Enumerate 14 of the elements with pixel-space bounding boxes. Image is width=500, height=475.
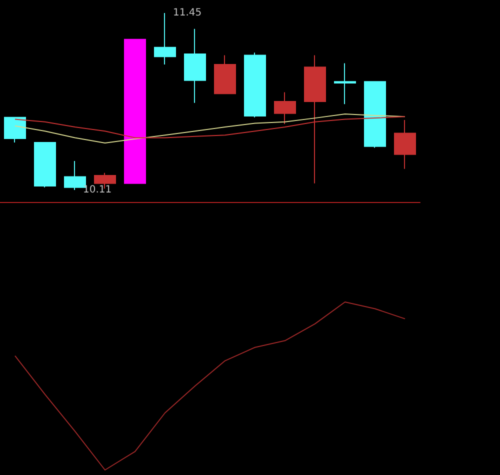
candlestick — [334, 62, 356, 105]
candlestick — [364, 81, 386, 148]
candlestick — [394, 119, 416, 170]
candlestick — [34, 142, 56, 188]
candlestick — [64, 160, 86, 190]
candlestick — [244, 52, 266, 118]
candlestick — [214, 54, 236, 94]
candlestick — [184, 28, 206, 104]
candlestick — [154, 12, 176, 66]
candlestick — [4, 116, 26, 143]
candlestick — [124, 38, 146, 184]
annotation: 10.11 — [83, 184, 112, 196]
candlestick — [274, 92, 296, 124]
annotation: 11.45 — [173, 8, 202, 18]
